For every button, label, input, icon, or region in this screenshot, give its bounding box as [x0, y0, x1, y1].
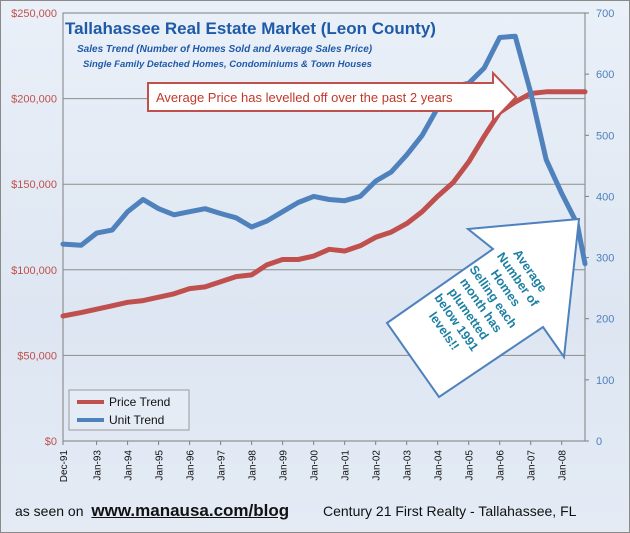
x-axis: Dec-91 Jan-93 Jan-94 Jan-95 Jan-96 Jan-97 Jan-… — [59, 441, 569, 482]
footer-company: Century 21 First Realty - Tallahassee, F… — [323, 503, 577, 519]
x-tick-label: Jan-04 — [434, 450, 445, 481]
price-note-callout: Average Price has levelled off over the … — [147, 70, 518, 124]
x-tick-label: Jan-06 — [496, 450, 507, 481]
y-axis-left: $0 $50,000 $100,000 $150,000 $200,000 $250,00… — [11, 8, 57, 448]
y-left-tick-label: $200,000 — [11, 94, 57, 106]
unit-trend-line — [60, 33, 588, 267]
legend-price-label: Price Trend — [109, 395, 170, 409]
y-right-tick-label: 300 — [596, 253, 614, 265]
y-left-tick-label: $0 — [45, 436, 57, 448]
y-left-tick-label: $250,000 — [11, 8, 57, 20]
x-tick-label: Jan-03 — [403, 450, 414, 481]
y-axis-right: 0 100 200 300 400 500 600 700 — [585, 8, 614, 448]
y-left-tick-label: $150,000 — [11, 179, 57, 191]
x-tick-label: Jan-99 — [279, 450, 290, 481]
price-note-text: Average Price has levelled off over the … — [156, 90, 453, 105]
x-tick-label: Jan-98 — [248, 450, 259, 481]
x-tick-label: Dec-91 — [59, 450, 70, 483]
y-right-tick-label: 700 — [596, 8, 614, 20]
x-tick-label: Jan-00 — [310, 450, 321, 481]
y-right-tick-label: 0 — [596, 436, 602, 448]
x-tick-label: Jan-07 — [527, 450, 538, 481]
x-tick-label: Jan-97 — [217, 450, 228, 481]
y-right-tick-label: 500 — [596, 130, 614, 142]
legend: Price Trend Unit Trend — [68, 389, 190, 431]
y-right-tick-label: 200 — [596, 314, 614, 326]
y-left-tick-label: $50,000 — [17, 350, 57, 362]
unit-note-arrow — [385, 217, 581, 399]
footer-source: as seen on www.manausa.com/blog — [15, 501, 289, 521]
legend-box — [68, 389, 190, 431]
chart-subtitle-2: Single Family Detached Homes, Condominiu… — [83, 59, 372, 70]
x-tick-label: Jan-96 — [186, 450, 197, 481]
y-right-tick-label: 600 — [596, 69, 614, 81]
x-tick-label: Jan-05 — [465, 450, 476, 481]
y-right-tick-label: 400 — [596, 191, 614, 203]
chart-title: Tallahassee Real Estate Market (Leon Cou… — [65, 19, 436, 38]
x-tick-label: Jan-08 — [558, 450, 569, 481]
price-note-arrow — [147, 70, 518, 124]
legend-unit-label: Unit Trend — [109, 413, 164, 427]
footer-seen-on: as seen on — [15, 503, 84, 519]
x-tick-label: Jan-94 — [124, 450, 135, 481]
x-tick-label: Jan-95 — [155, 450, 166, 481]
plot-area-border — [62, 12, 586, 442]
y-right-tick-label: 100 — [596, 375, 614, 387]
x-tick-label: Jan-02 — [372, 450, 383, 481]
y-left-tick-label: $100,000 — [11, 265, 57, 277]
chart-subtitle: Sales Trend (Number of Homes Sold and Av… — [77, 44, 373, 55]
x-tick-label: Jan-01 — [341, 450, 352, 481]
x-tick-label: Jan-93 — [93, 450, 104, 481]
footer-url[interactable]: www.manausa.com/blog — [91, 501, 290, 520]
